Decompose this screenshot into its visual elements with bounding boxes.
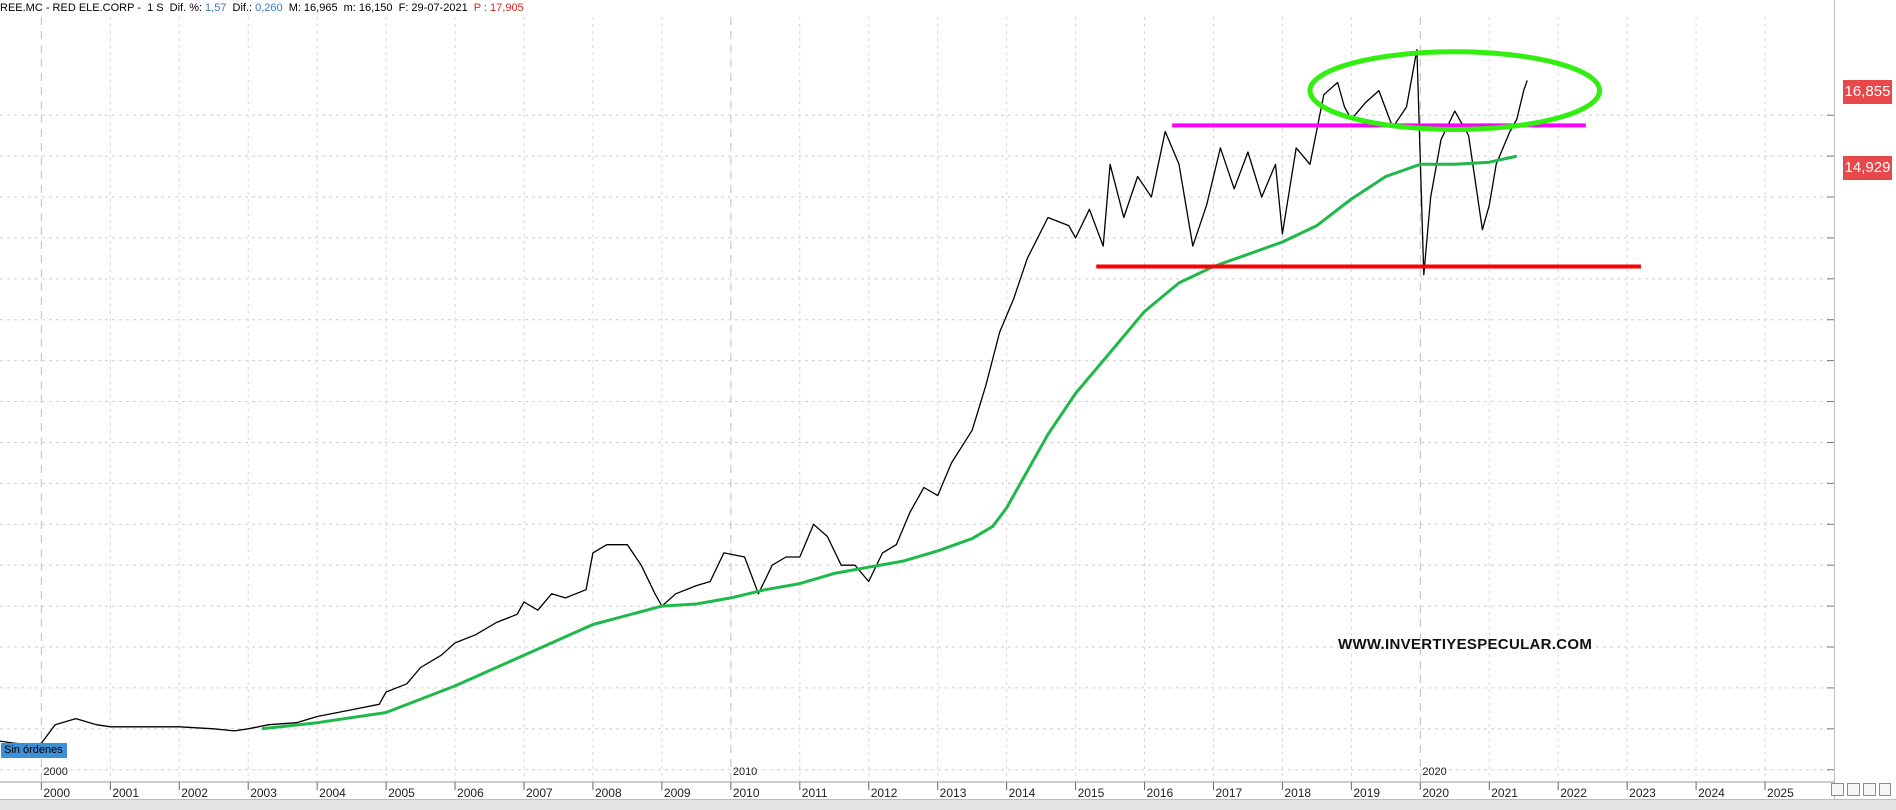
fill-tool-icon[interactable] — [1879, 783, 1891, 796]
annotations-layer — [1096, 49, 1641, 269]
dif-label: Dif.: — [232, 2, 253, 14]
x-tick-label: 2015 — [1078, 786, 1105, 800]
x-tick-label: 2013 — [940, 786, 967, 800]
x-tick-label: 2017 — [1215, 786, 1242, 800]
x-tick-label: 2016 — [1147, 786, 1174, 800]
x-tick-label: 2021 — [1491, 786, 1518, 800]
symbol-label: REE.MC - RED ELE.CORP - — [0, 2, 141, 14]
series-layer — [0, 49, 1528, 746]
orders-status-badge[interactable]: Sin órdenes — [1, 743, 67, 758]
candles-tool-icon[interactable] — [1863, 783, 1876, 796]
x-tick-label: 2014 — [1009, 786, 1036, 800]
price-chart[interactable]: 0123456789101112131415162000200020012002… — [0, 0, 1834, 800]
grid — [0, 17, 1834, 782]
x-major-tick-label: 2010 — [733, 766, 757, 778]
x-tick-label: 2022 — [1560, 786, 1587, 800]
period-label: 1 S — [147, 2, 164, 14]
x-tick-label: 2008 — [595, 786, 622, 800]
x-major-tick-label: 2020 — [1422, 766, 1446, 778]
x-tick-label: 2024 — [1698, 786, 1725, 800]
dif-pct-label: Dif. %: — [169, 2, 203, 14]
bars-tool-icon[interactable] — [1847, 783, 1860, 796]
min-value: 16,150 — [358, 2, 393, 14]
dif-value: 0,260 — [255, 2, 283, 14]
x-major-tick-label: 2000 — [43, 766, 67, 778]
chart-header: REE.MC - RED ELE.CORP - 1 S Dif. %: 1,57 … — [0, 0, 1833, 17]
x-tick-label: 2003 — [250, 786, 277, 800]
highlight-ellipse — [1307, 49, 1603, 132]
price-value: 17,905 — [490, 2, 524, 14]
x-tick-label: 2000 — [43, 786, 70, 800]
x-tick-label: 2001 — [112, 786, 139, 800]
max-label: M: — [288, 2, 301, 14]
x-tick-label: 2007 — [526, 786, 553, 800]
price-label: P : — [473, 2, 488, 14]
x-tick-label: 2012 — [871, 786, 898, 800]
x-tick-label: 2002 — [181, 786, 208, 800]
x-tick-label: 2018 — [1284, 786, 1311, 800]
moving-average-badge: 14,929 — [1843, 156, 1892, 180]
x-tick-label: 2019 — [1353, 786, 1380, 800]
x-tick-label: 2004 — [319, 786, 346, 800]
moving-average-line — [261, 154, 1518, 731]
dif-pct-value: 1,57 — [205, 2, 227, 14]
x-tick-label: 2020 — [1422, 786, 1449, 800]
line-tool-icon[interactable] — [1831, 783, 1844, 796]
x-tick-label: 2011 — [802, 786, 828, 800]
last-price-badge: 16,855 — [1843, 80, 1892, 104]
max-value: 16,965 — [303, 2, 338, 14]
x-tick-label: 2010 — [733, 786, 760, 800]
watermark-text: WWW.INVERTIYESPECULAR.COM — [1338, 636, 1593, 653]
x-tick-label: 2009 — [664, 786, 691, 800]
horizontal-scrollbar[interactable] — [0, 799, 1896, 810]
min-label: m: — [343, 2, 356, 14]
date-label: F: 29-07-2021 — [398, 2, 468, 14]
x-tick-label: 2025 — [1767, 786, 1794, 800]
x-tick-label: 2005 — [388, 786, 415, 800]
x-tick-label: 2023 — [1629, 786, 1656, 800]
price-series-line — [0, 49, 1528, 746]
x-tick-label: 2006 — [457, 786, 484, 800]
axis-ticks: 0123456789101112131415162000200020012002… — [0, 114, 1834, 800]
price-axis-panel — [1834, 0, 1896, 799]
